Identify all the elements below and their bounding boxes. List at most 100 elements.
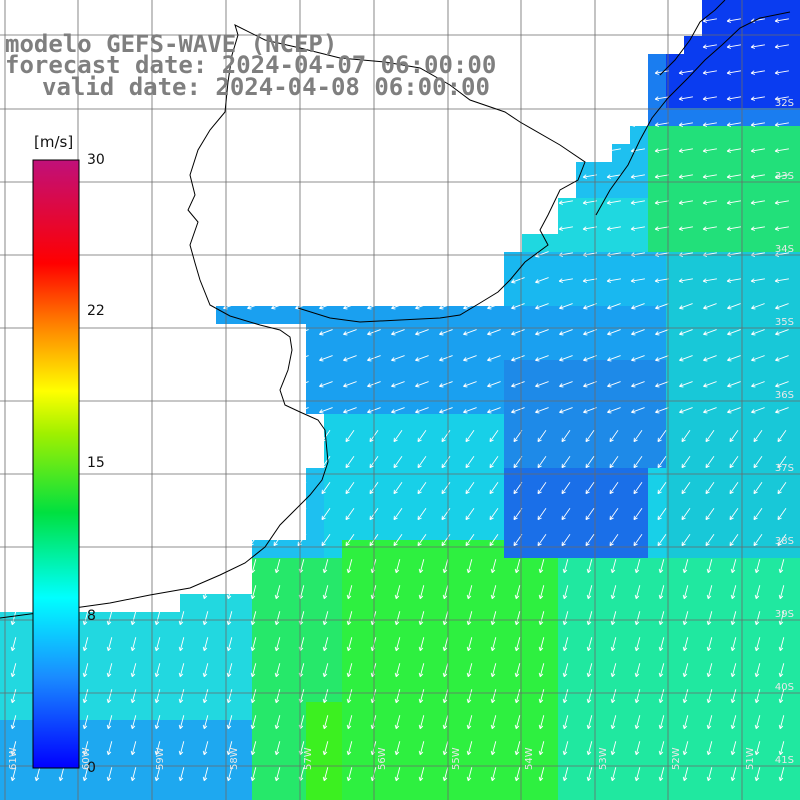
wind-arrow [609, 534, 619, 547]
wind-arrow [607, 329, 621, 336]
wind-arrow [610, 689, 617, 704]
field-cell [630, 576, 648, 594]
field-cell [756, 468, 774, 486]
field-cell [234, 702, 252, 720]
wind-arrow [777, 482, 787, 495]
field-cell [180, 774, 198, 792]
field-cell [702, 342, 720, 360]
wind-arrow [702, 174, 717, 179]
field-cell [324, 360, 342, 378]
field-cell [774, 234, 792, 252]
field-cell [486, 342, 504, 360]
wind-arrow [609, 508, 619, 521]
coastline [0, 0, 791, 619]
field-cell [774, 522, 792, 540]
field-cell [216, 756, 234, 774]
field-cell [486, 306, 504, 324]
field-cell [324, 630, 342, 648]
field-cell [666, 540, 684, 558]
wind-arrow [343, 329, 357, 336]
wind-arrow [774, 226, 789, 231]
field-cell [378, 432, 396, 450]
field-cell [468, 450, 486, 468]
field-cell [666, 450, 684, 468]
wind-arrow [511, 381, 525, 388]
field-cell [306, 612, 324, 630]
longitude-label: 54W [524, 747, 535, 770]
field-cell [36, 774, 54, 792]
field-cell [738, 72, 756, 90]
field-cell [198, 756, 216, 774]
field-cell [414, 486, 432, 504]
field-cell [486, 324, 504, 342]
field-cell [558, 738, 576, 756]
wind-arrow [586, 663, 593, 678]
wind-arrow [750, 278, 765, 283]
latitude-label: 32S [774, 98, 794, 109]
wind-arrow [634, 637, 641, 652]
field-cell [252, 630, 270, 648]
field-cell [108, 720, 126, 738]
field-cell [594, 522, 612, 540]
field-cell [720, 702, 738, 720]
field-cell [180, 666, 198, 684]
wind-arrow [154, 741, 161, 756]
field-cell [288, 720, 306, 738]
field-cell [198, 666, 216, 684]
field-cell [666, 324, 684, 342]
field-cell [666, 720, 684, 738]
wind-arrow [465, 482, 475, 495]
wind-arrow [778, 689, 785, 704]
field-cell [162, 792, 180, 800]
field-cell [720, 252, 738, 270]
field-cell [414, 738, 432, 756]
wind-arrow [154, 637, 161, 652]
field-cell [630, 324, 648, 342]
field-cell [468, 630, 486, 648]
field-cell [792, 72, 800, 90]
field-cell [648, 612, 666, 630]
wind-arrow [535, 407, 549, 414]
wind-arrow [654, 70, 669, 75]
wind-arrow [753, 508, 763, 521]
wind-arrow [393, 534, 403, 547]
field-cell [342, 594, 360, 612]
wind-arrow [775, 355, 789, 362]
field-cell [432, 414, 450, 432]
wind-arrow [463, 355, 477, 362]
field-cell [684, 90, 702, 108]
field-cell [648, 702, 666, 720]
wind-arrow [250, 637, 257, 652]
wind-arrow [681, 456, 691, 469]
wind-arrow [442, 715, 449, 730]
field-cell [612, 162, 630, 180]
field-cell [414, 792, 432, 800]
field-cell [684, 126, 702, 144]
latitude-label: 39S [774, 609, 794, 620]
field-cell [612, 648, 630, 666]
field-cell [522, 342, 540, 360]
field-cell [792, 504, 800, 522]
field-cell [522, 720, 540, 738]
field-cell [774, 54, 792, 72]
wind-arrow [346, 663, 353, 678]
wind-arrow [490, 611, 497, 626]
wind-arrow [442, 767, 449, 782]
field-cell [612, 180, 630, 198]
wind-arrow [441, 534, 451, 547]
field-cell [792, 162, 800, 180]
field-cell [720, 648, 738, 666]
field-cell [630, 144, 648, 162]
field-cell [702, 540, 720, 558]
field-cell [756, 414, 774, 432]
field-cell [180, 594, 198, 612]
longitude-label: 55W [451, 747, 462, 770]
field-cell [666, 288, 684, 306]
field-cell [702, 486, 720, 504]
field-cell [630, 432, 648, 450]
field-cell [432, 612, 450, 630]
wind-arrow [487, 381, 501, 388]
wind-arrow [487, 407, 501, 414]
field-cell [774, 648, 792, 666]
